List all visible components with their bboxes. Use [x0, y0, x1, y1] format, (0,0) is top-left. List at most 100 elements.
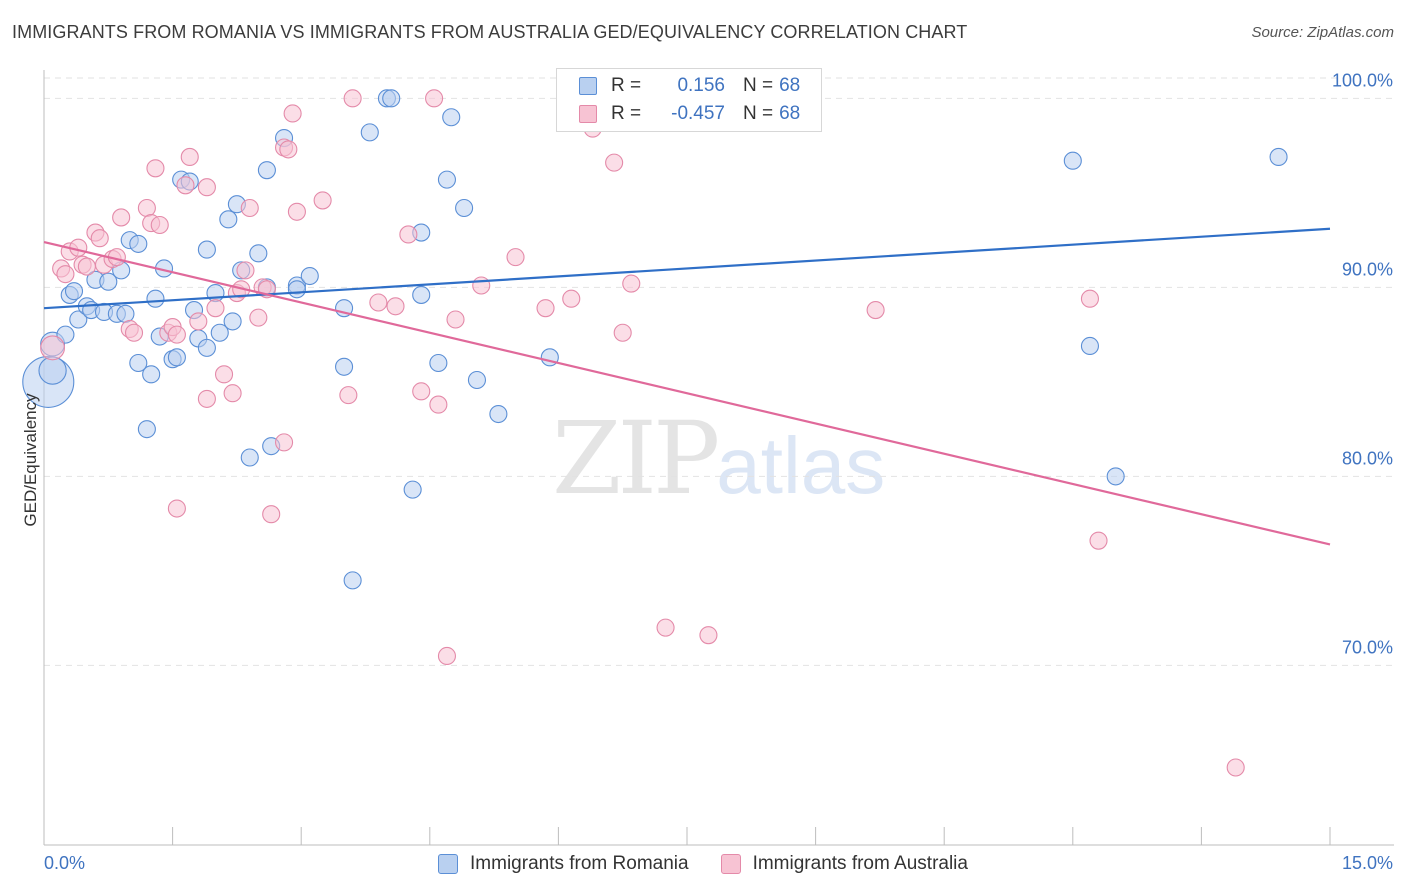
- australia-point: [167, 325, 186, 344]
- legend-swatch-romania: [438, 854, 459, 874]
- australia-point: [137, 198, 156, 218]
- romania-point: [249, 244, 268, 263]
- australia-point: [369, 293, 388, 312]
- australia-point: [262, 505, 281, 524]
- australia-point: [399, 225, 418, 244]
- romania-trend-line: [43, 227, 1331, 310]
- romania-point: [403, 480, 422, 499]
- romania-point: [129, 353, 148, 373]
- legend-r-value-australia: -0.457: [671, 103, 725, 124]
- legend-label-australia: Immigrants from Australia: [752, 853, 968, 874]
- trend-lines: [43, 227, 1331, 546]
- chart-title: IMMIGRANTS FROM ROMANIA VS IMMIGRANTS FR…: [12, 22, 968, 42]
- romania-point: [146, 289, 165, 308]
- australia-point: [412, 382, 431, 401]
- watermark-atlas: atlas: [716, 421, 886, 510]
- australia-point: [56, 265, 75, 284]
- legend-item-australia[interactable]: Immigrants from Australia: [720, 853, 968, 875]
- romania-point: [129, 234, 148, 253]
- series-legend: Immigrants from Romania Immigrants from …: [0, 852, 1406, 876]
- romania-point: [455, 198, 474, 218]
- legend-item-romania[interactable]: Immigrants from Romania: [438, 853, 689, 875]
- gridlines: [44, 77, 1392, 666]
- romania-points: [22, 89, 1288, 590]
- australia-point: [146, 159, 165, 178]
- legend-r-label: R =: [611, 75, 642, 96]
- australia-point: [339, 386, 358, 405]
- romania-point: [99, 272, 118, 291]
- romania-point: [219, 210, 238, 229]
- australia-point: [275, 433, 294, 452]
- legend-n-value-australia: 68: [779, 103, 801, 124]
- legend-label-romania: Immigrants from Romania: [470, 853, 689, 874]
- australia-point: [197, 389, 216, 408]
- australia-points: [40, 89, 1245, 777]
- australia-point: [656, 618, 675, 637]
- romania-point: [210, 323, 229, 342]
- romania-point: [300, 266, 319, 286]
- australia-point: [112, 208, 131, 227]
- romania-point: [489, 404, 508, 424]
- australia-point: [214, 365, 234, 384]
- australia-point: [176, 176, 195, 195]
- axes: [43, 70, 1394, 846]
- australia-point: [124, 323, 144, 342]
- australia-point: [1089, 531, 1108, 550]
- x-tick-label: 0.0%: [44, 853, 85, 873]
- watermark: ZIPatlas: [552, 400, 885, 517]
- legend-r-label: R =: [611, 103, 642, 124]
- romania-point: [412, 285, 431, 304]
- australia-point: [90, 229, 109, 248]
- australia-point: [223, 384, 242, 403]
- australia-trend-line: [43, 240, 1331, 546]
- australia-point: [236, 261, 255, 280]
- australia-point: [240, 198, 259, 218]
- australia-point: [150, 215, 169, 235]
- australia-point: [866, 301, 885, 320]
- australia-point: [425, 89, 444, 108]
- romania-point: [197, 338, 216, 357]
- australia-point: [197, 178, 216, 197]
- romania-point: [142, 365, 161, 384]
- romania-point: [240, 448, 259, 467]
- romania-point: [442, 108, 461, 127]
- australia-point: [605, 153, 624, 172]
- romania-point: [343, 571, 362, 590]
- y-tick-labels: 70.0% 80.0% 90.0% 100.0%: [1332, 70, 1393, 657]
- australia-point: [206, 299, 225, 318]
- legend-swatch-romania: [579, 77, 597, 95]
- australia-point: [180, 147, 199, 167]
- romania-point: [467, 370, 487, 390]
- x-tick-labels: 0.0% 15.0%: [44, 853, 1393, 873]
- australia-point: [1226, 758, 1245, 777]
- romania-point: [69, 310, 88, 329]
- romania-point: [1080, 336, 1099, 356]
- australia-point: [279, 140, 298, 159]
- australia-point: [699, 626, 718, 645]
- australia-point: [343, 89, 362, 108]
- chart-source: Source: ZipAtlas.com: [1251, 24, 1394, 41]
- y-axis-label: GED/Equivalency: [21, 393, 40, 527]
- australia-point: [536, 299, 555, 318]
- romania-point: [116, 304, 135, 323]
- legend-n-value-romania: 68: [779, 75, 801, 96]
- romania-point: [335, 357, 354, 376]
- australia-point: [287, 202, 306, 221]
- watermark-zip: ZIP: [552, 400, 720, 517]
- australia-point: [622, 274, 641, 293]
- romania-point: [437, 170, 456, 189]
- romania-point: [287, 280, 306, 299]
- romania-point: [197, 240, 216, 259]
- australia-point: [386, 297, 405, 316]
- legend-n-label: N =: [743, 75, 774, 96]
- romania-point: [360, 123, 379, 142]
- australia-point: [40, 335, 66, 361]
- x-tick-label: 15.0%: [1342, 853, 1393, 873]
- romania-point: [137, 420, 156, 439]
- romania-point: [1063, 151, 1082, 170]
- australia-point: [613, 323, 632, 342]
- stats-legend: R = 0.156 N = 68 R = -0.457 N = 68: [556, 68, 822, 132]
- australia-point: [313, 191, 332, 210]
- romania-point: [429, 353, 448, 373]
